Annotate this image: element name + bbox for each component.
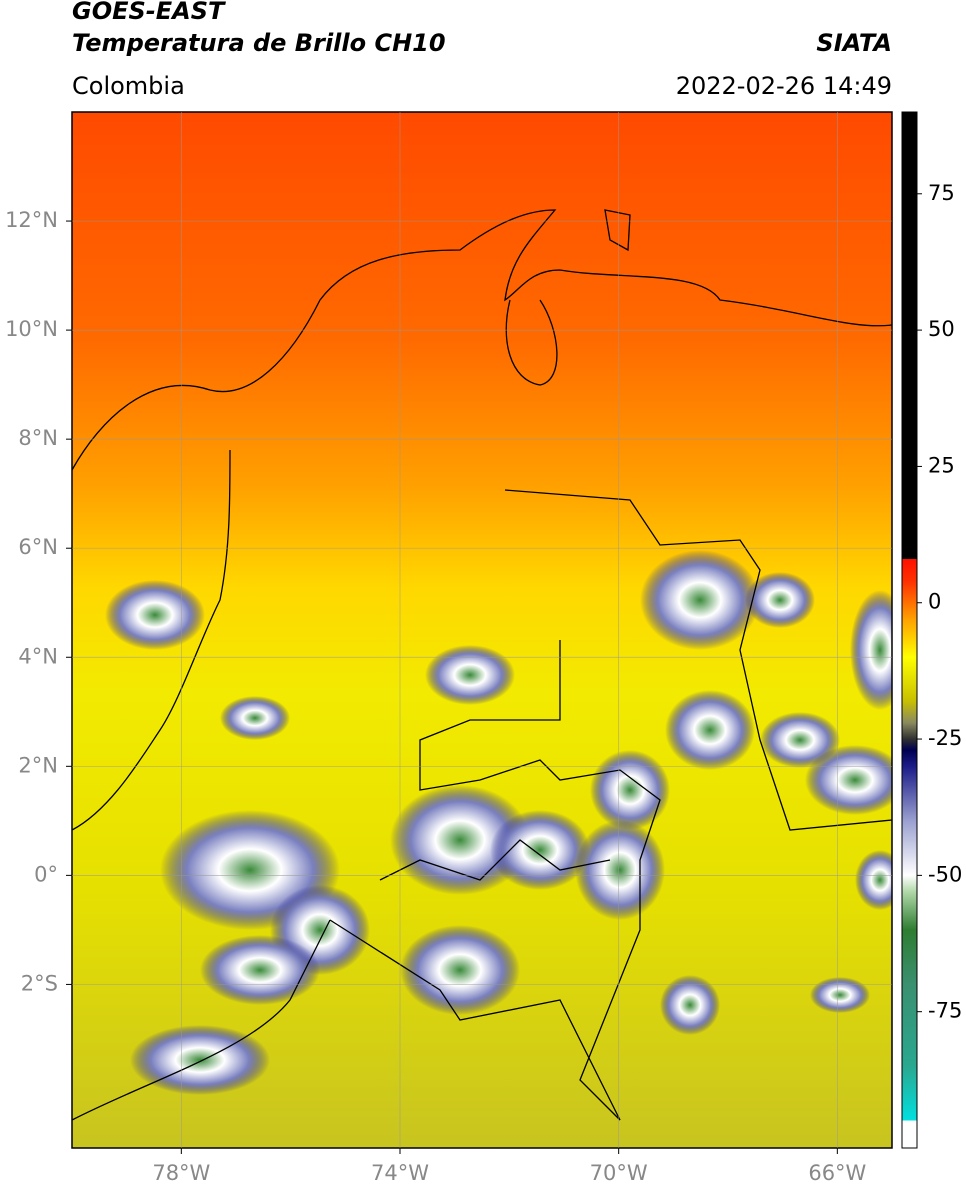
source: SIATA [816,29,892,57]
map-image [72,112,892,1148]
region: Colombia [72,72,185,100]
x-tick-label: 66°W [808,1161,866,1185]
map-frame [71,111,893,1149]
y-tick-label: 10°N [5,317,58,341]
colorbar-tick-label: 25 [928,453,955,477]
datetime: 2022-02-26 14:49 [676,72,892,100]
title: GOES-EAST [72,0,226,25]
colorbar-tick-label: 75 [928,181,955,205]
x-tick-label: 74°W [371,1161,429,1185]
y-tick-label: 2°N [18,753,58,777]
x-tick-label: 70°W [590,1161,648,1185]
x-tick-label: 78°W [152,1161,210,1185]
colorbar-tick-label: -25 [928,726,962,750]
colorbar [901,111,918,1149]
colorbar-tick-label: 0 [928,590,941,614]
y-tick-label: 0° [34,862,58,886]
y-tick-label: 2°S [21,971,58,995]
colorbar-tick-label: -50 [928,862,962,886]
colorbar-tick-label: 50 [928,317,955,341]
subtitle: Temperatura de Brillo CH10 [72,29,446,57]
y-tick-label: 12°N [5,208,58,232]
y-tick-label: 8°N [18,426,58,450]
colorbar-tick-label: -75 [928,999,962,1023]
y-tick-label: 4°N [18,644,58,668]
y-tick-label: 6°N [18,535,58,559]
